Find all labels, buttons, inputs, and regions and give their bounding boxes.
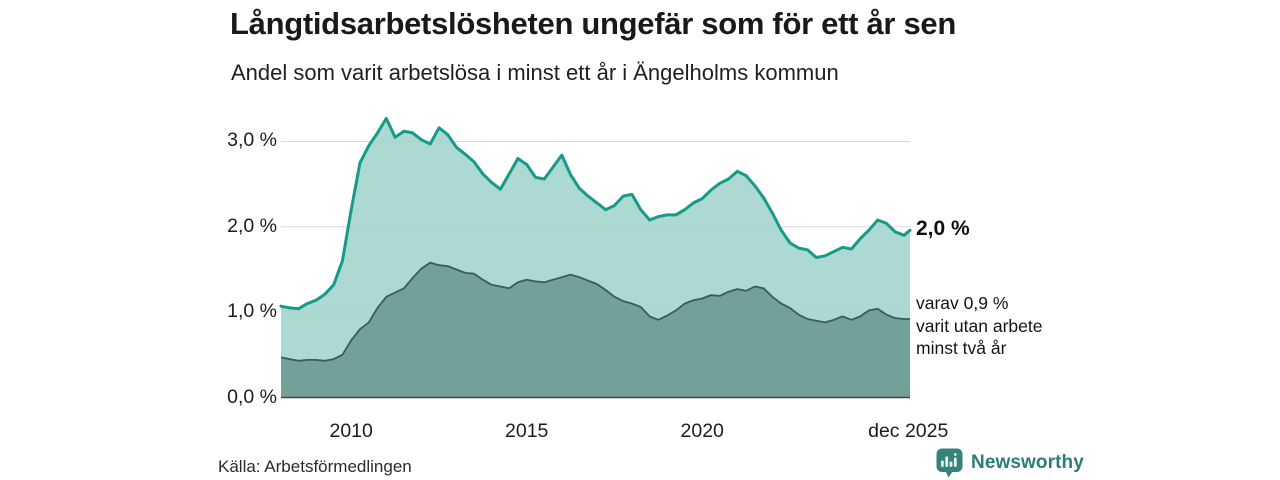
page-title: Långtidsarbetslösheten ungefär som för e… [230,6,957,41]
end-label-total-value: 2,0 % [916,217,970,240]
brand-wordmark: Newsworthy [971,452,1084,473]
source-note: Källa: Arbetsförmedlingen [218,457,412,476]
total-line [279,116,912,311]
x-axis-tick-label: 2015 [505,420,549,442]
end-label-subset-note: varav 0,9 % varit utan arbete minst två … [916,293,1043,358]
x-axis-tick-label: 2020 [680,420,724,442]
bar-chart-bubble-icon [936,448,963,478]
y-axis-tick-label: 2,0 % [227,214,277,237]
y-axis-tick-label: 3,0 % [227,129,277,152]
subset-line [280,261,910,362]
y-axis-tick-label: 0,0 % [227,385,277,408]
newsworthy-logo: Newsworthy [936,448,1084,478]
x-axis-tick-label: dec 2025 [868,420,949,442]
y-axis-tick-label: 1,0 % [227,300,277,323]
x-axis-tick-label: 2010 [329,420,373,442]
subset-area [281,262,910,398]
chart-subtitle: Andel som varit arbetslösa i minst ett å… [231,60,839,85]
